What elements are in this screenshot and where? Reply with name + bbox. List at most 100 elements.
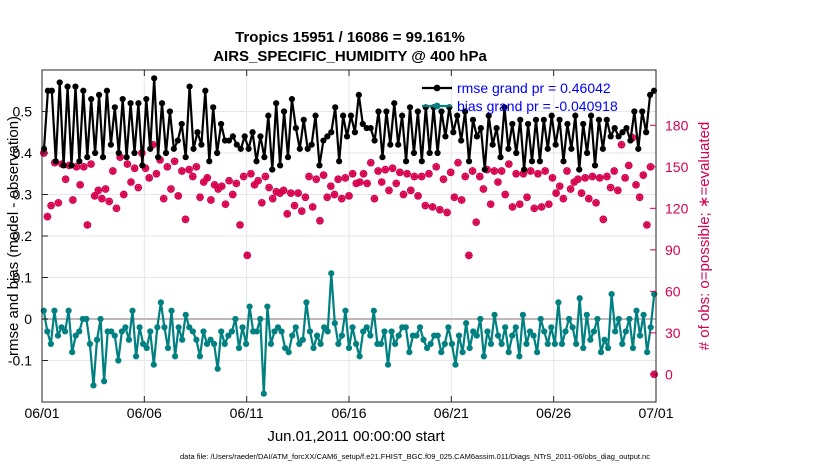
obs-evaluated-marker: [294, 189, 302, 197]
obs-evaluated-marker: [94, 186, 102, 194]
rmse-point: [442, 133, 449, 140]
obs-evaluated-marker: [632, 181, 640, 189]
obs-evaluated-marker: [301, 193, 310, 201]
obs-evaluated-marker: [101, 185, 110, 193]
rmse-point: [623, 125, 630, 132]
bias-point: [271, 328, 278, 335]
obs-evaluated-marker: [312, 175, 320, 183]
obs-evaluated-marker: [338, 195, 346, 203]
bias-point: [313, 332, 321, 339]
bias-point: [388, 328, 395, 335]
bias-point: [143, 344, 150, 352]
rmse-point: [328, 129, 335, 136]
obs-evaluated-marker: [43, 213, 52, 221]
obs-evaluated-marker: [577, 189, 586, 197]
bias-point: [377, 340, 385, 347]
rmse-point: [308, 141, 315, 148]
chart-title-line2: AIRS_SPECIFIC_HUMIDITY @ 400 hPa: [213, 48, 487, 65]
obs-evaluated-marker: [261, 172, 270, 181]
obs-evaluated-marker: [439, 175, 448, 183]
obs-evaluated-marker: [72, 163, 81, 171]
bias-point: [317, 340, 324, 347]
obs-evaluated-marker: [468, 167, 477, 175]
rmse-point: [123, 154, 130, 161]
obs-evaluated-marker: [388, 164, 397, 172]
rmse-point: [186, 83, 193, 90]
obs-evaluated-marker: [181, 215, 190, 223]
rmse-point: [225, 137, 233, 144]
rmse-point: [343, 133, 351, 140]
bias-point: [640, 311, 647, 318]
x-axis-ticks: 06/01 06/06 06/11 06/16 06/21 06/26 07/01: [24, 70, 674, 421]
rmse-point: [635, 145, 642, 152]
bias-point: [541, 328, 548, 335]
bias-point: [487, 340, 495, 347]
left-tick-label: 0.1: [13, 270, 33, 286]
obs-evaluated-marker: [280, 186, 288, 194]
rmse-point: [359, 120, 366, 128]
rmse-point: [517, 116, 524, 123]
rmse-point: [387, 141, 394, 148]
obs-evaluated-marker: [552, 189, 560, 197]
obs-evaluated-marker: [203, 174, 211, 182]
bias-point: [111, 332, 118, 339]
obs-evaluated-marker: [276, 189, 284, 197]
obs-evaluated-marker: [603, 172, 611, 181]
rmse-point: [501, 104, 508, 111]
obs-evaluated-marker: [548, 174, 557, 182]
rmse-point: [155, 154, 162, 161]
bias-point: [235, 344, 243, 352]
obs-evaluated-marker: [414, 192, 422, 200]
obs-evaluated-marker: [305, 172, 313, 181]
obs-evaluated-marker: [149, 141, 157, 149]
bias-point: [384, 361, 392, 368]
rmse-point: [540, 116, 547, 123]
legend-label-0: rmse grand pr = 0.46042: [457, 80, 611, 96]
rmse-point: [135, 100, 142, 107]
obs-evaluated-marker: [476, 172, 484, 181]
bias-point: [402, 324, 409, 331]
obs-evaluated-marker: [167, 185, 175, 193]
obs-evaluated-marker: [316, 217, 324, 225]
rmse-point: [493, 125, 500, 132]
rmse-point: [332, 104, 339, 111]
legend-marker-1: [433, 102, 441, 110]
bias-point: [132, 353, 140, 360]
obs-evaluated-marker: [585, 195, 593, 203]
obs-evaluated-marker: [596, 174, 604, 182]
bias-point: [477, 315, 484, 323]
rmse-point: [107, 141, 114, 148]
obs-evaluated-marker: [472, 218, 480, 226]
bias-point: [51, 307, 58, 314]
left-axis-ticks: -0.1 0 0.1 0.2 0.3 0.4 0.5: [8, 104, 48, 369]
bias-point: [367, 332, 374, 339]
left-tick-label: 0: [24, 311, 32, 327]
obs-evaluated-marker: [617, 141, 626, 149]
obs-evaluated-marker: [588, 172, 597, 181]
obs-evaluated-marker: [487, 200, 495, 208]
bias-point: [260, 390, 267, 397]
obs-evaluated-marker: [120, 190, 128, 199]
bias-point: [587, 336, 594, 343]
obs-evaluated-marker: [403, 170, 411, 178]
rmse-point: [115, 149, 122, 157]
bias-point: [267, 340, 275, 347]
rmse-point: [233, 141, 240, 148]
rmse-point: [371, 137, 378, 144]
obs-evaluated-marker: [265, 183, 273, 192]
obs-evaluated-marker: [112, 204, 121, 212]
bias-point: [328, 270, 335, 277]
bias-point: [523, 340, 530, 347]
rmse-point: [481, 166, 488, 173]
rmse-point: [166, 108, 174, 115]
rmse-point: [587, 112, 595, 119]
obs-evaluated-marker: [225, 177, 233, 185]
rmse-point: [497, 154, 504, 161]
rmse-point: [351, 129, 359, 136]
bias-point: [93, 336, 101, 343]
obs-evaluated-marker: [327, 182, 335, 190]
bias-point: [242, 340, 250, 347]
bias-point: [129, 307, 136, 314]
obs-evaluated-marker: [192, 163, 201, 171]
